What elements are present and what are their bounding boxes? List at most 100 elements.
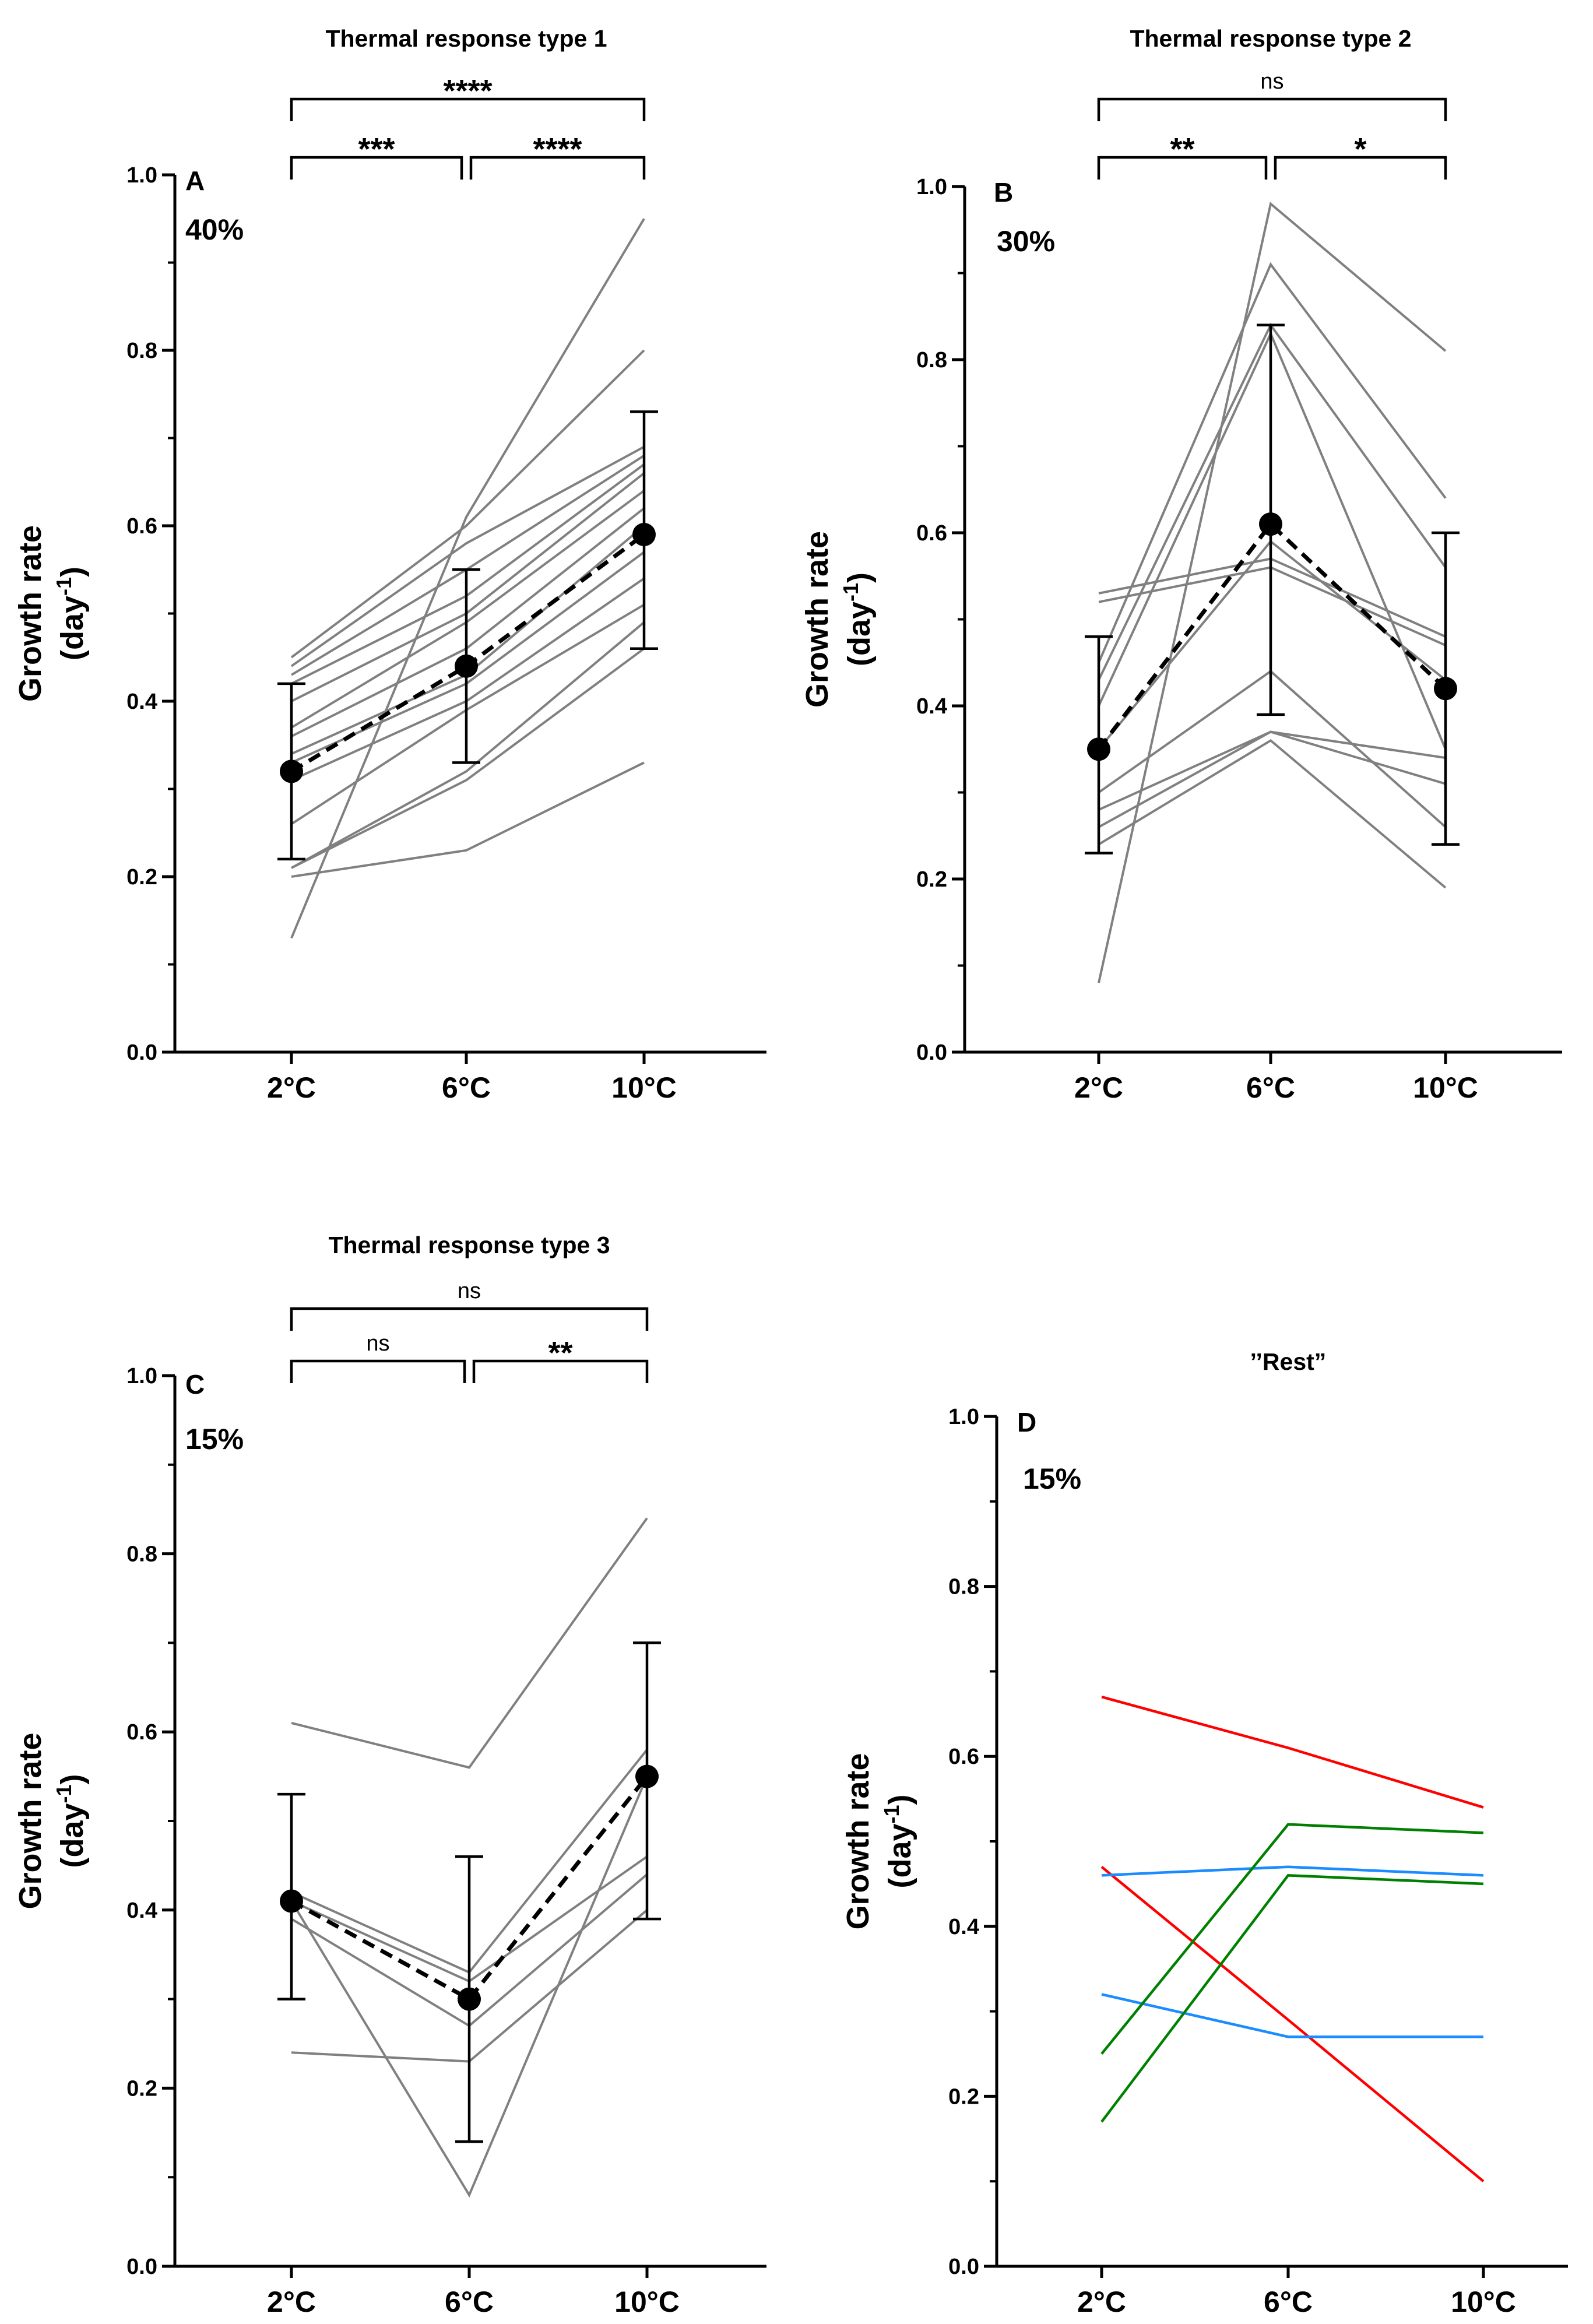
chart-title: ’’Rest” <box>1250 1348 1327 1375</box>
y-tick-label: 0.8 <box>916 348 947 372</box>
sig-label: ns <box>366 1331 389 1356</box>
panel-label: D <box>1017 1407 1036 1437</box>
y-tick-label: 0.8 <box>126 339 157 363</box>
panel-label: C <box>185 1369 205 1400</box>
panel-a: 0.0 0.2 0.4 0.6 0.8 1.0 2°C 6°C 10°C Thermal resp… <box>13 25 766 1104</box>
x-tick-label: 6°C <box>1246 1071 1295 1104</box>
series-line <box>1100 1866 1485 2182</box>
y-tick-label: 0.0 <box>126 2255 157 2279</box>
sig-bracket <box>1097 97 1447 121</box>
y-tick-label: 0.0 <box>948 2255 979 2279</box>
series-line <box>290 490 645 729</box>
series-line <box>1100 1874 1484 2123</box>
mean-line <box>1097 521 1447 751</box>
panel-percent: 40% <box>185 213 244 246</box>
chart-title: Thermal response type 1 <box>325 25 607 52</box>
sig-bracket <box>290 97 646 121</box>
y-tick-label: 0.6 <box>948 1745 979 1769</box>
series-line <box>1098 566 1446 646</box>
panel-percent: 15% <box>1023 1462 1081 1495</box>
sig-label: *** <box>358 132 395 167</box>
sig-label: ns <box>458 1279 481 1303</box>
series-line <box>291 761 645 878</box>
series-line <box>1101 1993 1483 2038</box>
sig-label: ** <box>1170 132 1194 167</box>
y-tick-label: 0.6 <box>126 1720 157 1745</box>
series-line <box>290 445 645 667</box>
y-tick-label: 0.8 <box>948 1575 979 1599</box>
y-axis-label-title: Growth rate <box>841 1753 875 1929</box>
sig-label: **** <box>533 132 582 167</box>
panel-label: B <box>994 177 1013 208</box>
series-line <box>290 218 645 939</box>
x-tick-label: 2°C <box>1074 1071 1123 1104</box>
series-line <box>1100 1823 1484 2055</box>
sig-label: **** <box>443 73 492 108</box>
y-axis-label: Growth rate (day-1) <box>13 1732 90 1909</box>
x-tick-label: 6°C <box>1264 2286 1313 2318</box>
chart-title: Thermal response type 3 <box>328 1232 610 1258</box>
sig-bracket <box>290 156 463 180</box>
series-line <box>1101 1695 1484 1809</box>
sig-label: ** <box>548 1335 572 1370</box>
x-tick-label: 2°C <box>267 1071 316 1104</box>
mean-point <box>635 1764 659 1788</box>
sig-bracket <box>1097 156 1268 180</box>
series-line <box>291 621 645 869</box>
x-tick-label: 10°C <box>614 2286 680 2318</box>
series-line <box>290 1775 648 2198</box>
series-line <box>291 525 645 755</box>
sig-bracket <box>1274 156 1447 180</box>
y-tick-label: 1.0 <box>126 163 157 188</box>
panel-label: A <box>185 166 205 196</box>
mean-point <box>280 760 303 783</box>
x-tick-label: 2°C <box>1077 2286 1126 2318</box>
y-axis-label-unit: (day-1) <box>52 567 90 660</box>
series-line <box>291 577 645 782</box>
x-tick-label: 10°C <box>1451 2286 1516 2318</box>
y-tick-label: 1.0 <box>916 175 947 199</box>
panel-percent: 15% <box>185 1423 244 1455</box>
y-tick-label: 0.2 <box>948 2084 979 2109</box>
mean-line <box>290 1775 649 2002</box>
sig-bracket <box>290 1307 649 1331</box>
y-tick-label: 0.6 <box>916 521 947 546</box>
series-line <box>1098 262 1447 663</box>
y-tick-label: 0.4 <box>126 690 157 714</box>
y-tick-label: 0.4 <box>916 694 947 719</box>
sig-bracket <box>469 156 646 180</box>
y-tick-label: 0.2 <box>916 867 947 892</box>
y-tick-label: 0.6 <box>126 514 157 539</box>
x-tick-label: 10°C <box>1413 1071 1478 1104</box>
series-line <box>290 454 645 676</box>
chart-title: Thermal response type 2 <box>1130 25 1411 52</box>
series-line <box>290 349 645 659</box>
y-axis-label: Growth rate (day-1) <box>841 1753 917 1929</box>
y-tick-label: 0.8 <box>126 1542 157 1567</box>
mean-point <box>1434 677 1457 701</box>
y-axis-label-unit: (day-1) <box>839 572 877 666</box>
sig-bracket <box>290 1359 466 1383</box>
mean-point <box>1087 737 1110 761</box>
sig-label: ns <box>1260 69 1283 94</box>
y-axis-label-unit: (day-1) <box>52 1774 90 1868</box>
panel-b: 0.0 0.2 0.4 0.6 0.8 1.0 2°C 6°C 10°C Thermal resp… <box>800 25 1562 1104</box>
sig-bracket <box>472 1359 649 1383</box>
y-axis-label-title: Growth rate <box>13 525 48 702</box>
y-tick-label: 0.0 <box>126 1040 157 1065</box>
series-line <box>291 648 645 869</box>
mean-point <box>455 654 478 678</box>
y-axis-label-title: Growth rate <box>800 531 835 708</box>
y-axis-label-title: Growth rate <box>13 1732 48 1909</box>
x-tick-label: 10°C <box>611 1071 677 1104</box>
sig-label: * <box>1354 132 1366 167</box>
series-line <box>1098 730 1446 828</box>
y-tick-label: 1.0 <box>948 1405 979 1429</box>
series-line <box>291 1517 648 1769</box>
y-tick-label: 0.4 <box>126 1898 157 1923</box>
y-tick-label: 1.0 <box>126 1364 157 1388</box>
series-line <box>1098 739 1447 889</box>
y-tick-label: 0.4 <box>948 1915 979 1939</box>
mean-point <box>458 1987 481 2011</box>
